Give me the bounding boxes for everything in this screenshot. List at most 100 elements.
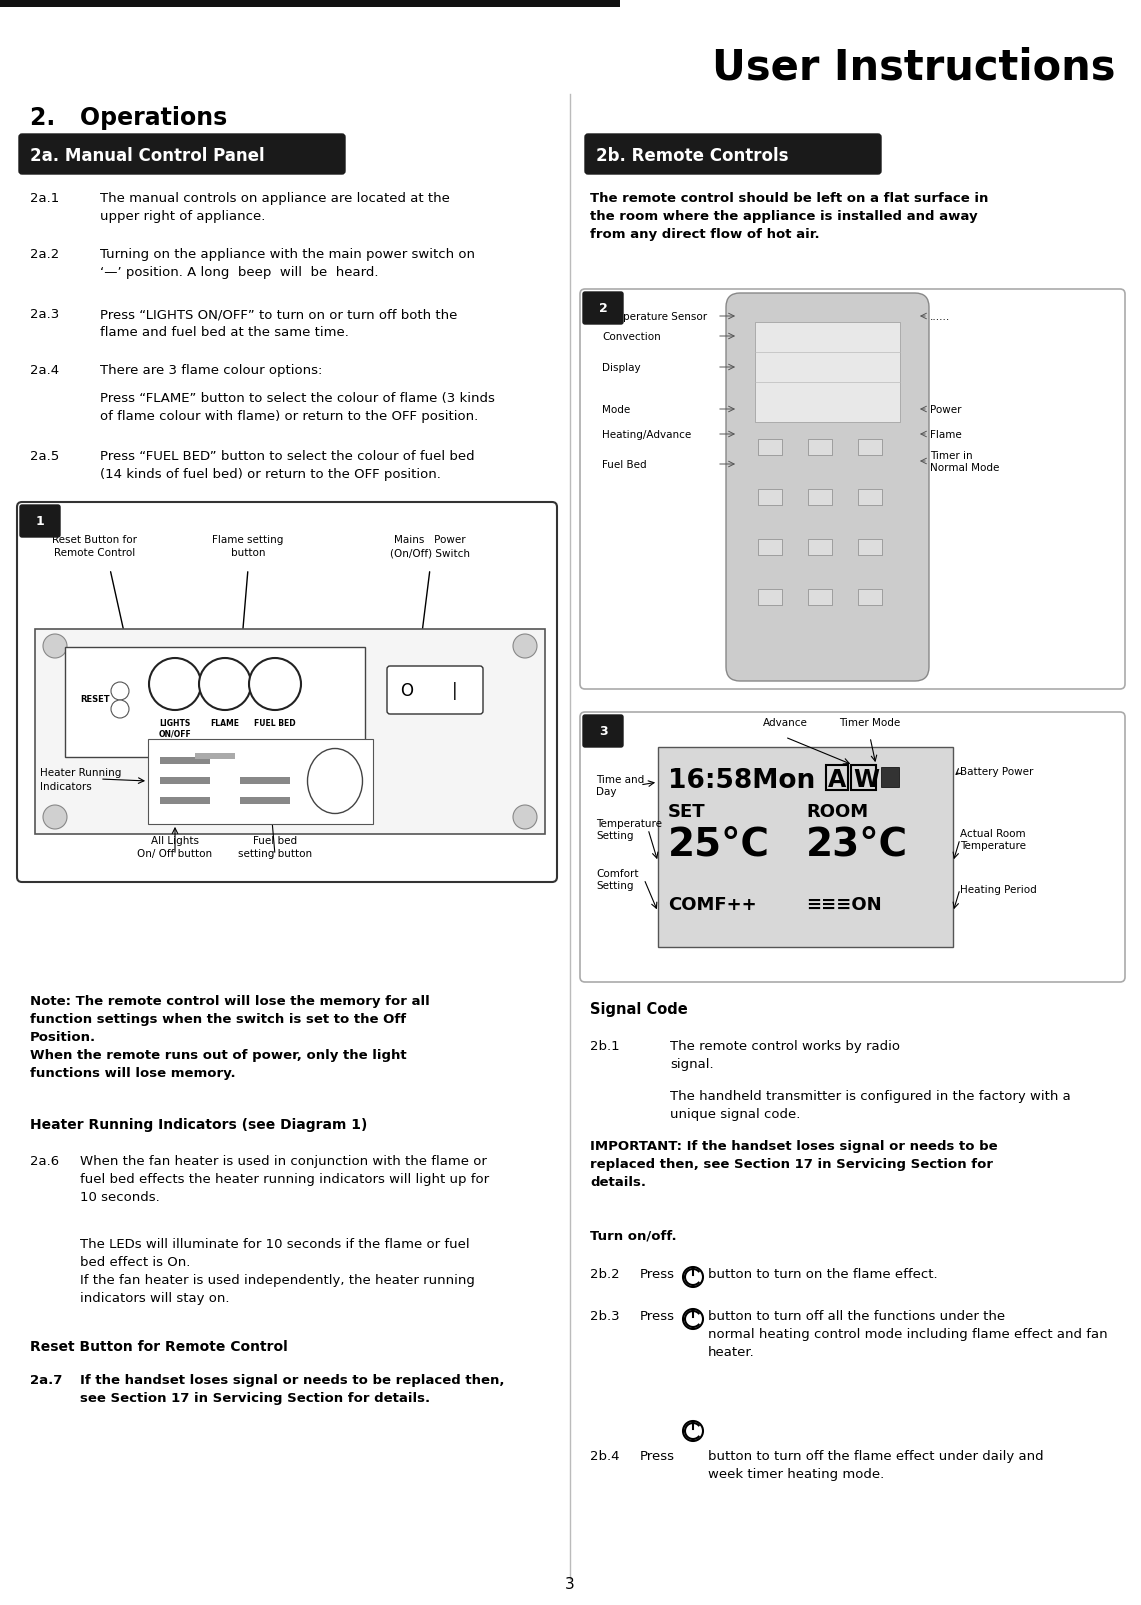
Text: Power: Power (930, 404, 962, 414)
Text: 2a.5: 2a.5 (30, 449, 59, 462)
FancyBboxPatch shape (17, 502, 557, 883)
Bar (195, 753, 235, 759)
Text: COMF++: COMF++ (667, 896, 756, 913)
Circle shape (513, 634, 537, 658)
Bar (148, 740, 373, 825)
Text: Heating/Advance: Heating/Advance (602, 430, 691, 440)
Text: LIGHTS
ON/OFF: LIGHTS ON/OFF (159, 719, 192, 738)
Text: Time and
Day: Time and Day (596, 774, 645, 796)
Text: Actual Room
Temperature: Actual Room Temperature (960, 828, 1026, 851)
Text: FUEL BED: FUEL BED (254, 719, 296, 727)
Circle shape (43, 634, 67, 658)
Text: button to turn off the flame effect under daily and
week timer heating mode.: button to turn off the flame effect unde… (709, 1449, 1044, 1480)
Text: Fuel bed
setting button: Fuel bed setting button (238, 836, 311, 859)
Text: There are 3 flame colour options:: There are 3 flame colour options: (100, 364, 323, 377)
Text: Turn on/off.: Turn on/off. (590, 1229, 677, 1242)
Text: Battery Power: Battery Power (960, 767, 1034, 777)
Circle shape (149, 658, 201, 711)
Text: Fuel Bed: Fuel Bed (602, 459, 647, 470)
Bar (758, 539, 782, 555)
Text: Heater Running
Indicators: Heater Running Indicators (40, 767, 121, 791)
Text: 1: 1 (35, 515, 44, 528)
Text: ......: ...... (930, 311, 950, 321)
Bar (35, 629, 545, 835)
Bar (240, 798, 290, 804)
Text: Advance: Advance (762, 717, 808, 727)
Bar (808, 589, 832, 605)
FancyBboxPatch shape (580, 713, 1125, 982)
Text: |: | (452, 682, 458, 700)
Ellipse shape (308, 750, 363, 814)
Text: Comfort
Setting: Comfort Setting (596, 868, 639, 891)
Circle shape (683, 1268, 703, 1287)
Text: A: A (828, 767, 847, 791)
Text: Display: Display (602, 363, 640, 372)
Bar (851, 766, 876, 791)
Bar (758, 440, 782, 456)
Circle shape (111, 682, 129, 700)
Circle shape (43, 806, 67, 830)
Text: The remote control works by radio
signal.: The remote control works by radio signal… (670, 1040, 900, 1071)
Text: button to turn on the flame effect.: button to turn on the flame effect. (709, 1268, 938, 1281)
Text: O: O (400, 682, 413, 700)
Text: User Instructions: User Instructions (712, 47, 1115, 88)
Text: The handheld transmitter is configured in the factory with a
unique signal code.: The handheld transmitter is configured i… (670, 1090, 1070, 1120)
Text: Flame setting
button: Flame setting button (212, 534, 284, 559)
FancyBboxPatch shape (726, 294, 929, 682)
Text: If the handset loses signal or needs to be replaced then,
see Section 17 in Serv: If the handset loses signal or needs to … (80, 1374, 504, 1404)
Text: Temperature
Setting: Temperature Setting (596, 819, 662, 841)
Text: The remote control should be left on a flat surface in
the room where the applia: The remote control should be left on a f… (590, 193, 988, 241)
Bar (758, 490, 782, 506)
Text: Signal Code: Signal Code (590, 1002, 688, 1016)
FancyBboxPatch shape (583, 292, 623, 324)
Text: Heating Period: Heating Period (960, 884, 1037, 894)
Text: The manual controls on appliance are located at the
upper right of appliance.: The manual controls on appliance are loc… (100, 193, 450, 223)
Bar (858, 490, 882, 506)
Circle shape (513, 806, 537, 830)
Bar (755, 323, 900, 422)
Text: Heater Running Indicators (see Diagram 1): Heater Running Indicators (see Diagram 1… (30, 1117, 367, 1132)
Circle shape (683, 1420, 703, 1441)
Text: Press: Press (640, 1268, 675, 1281)
Text: 2: 2 (599, 302, 607, 315)
Text: 2a.1: 2a.1 (30, 193, 59, 205)
Text: Flame: Flame (930, 430, 962, 440)
Text: Mains   Power
(On/Off) Switch: Mains Power (On/Off) Switch (390, 534, 470, 559)
Text: 2a.4: 2a.4 (30, 364, 59, 377)
FancyBboxPatch shape (580, 291, 1125, 690)
Text: Reset Button for
Remote Control: Reset Button for Remote Control (52, 534, 138, 559)
Text: ROOM: ROOM (806, 802, 868, 820)
Bar (858, 539, 882, 555)
Text: Temperature Sensor: Temperature Sensor (602, 311, 707, 321)
Text: 2.   Operations: 2. Operations (30, 106, 227, 130)
Text: W: W (853, 767, 879, 791)
Circle shape (199, 658, 251, 711)
Text: 3: 3 (599, 725, 607, 738)
Circle shape (111, 700, 129, 719)
Bar (858, 589, 882, 605)
Text: 2a.7: 2a.7 (30, 1374, 63, 1387)
Text: ≡≡≡ON: ≡≡≡ON (806, 896, 882, 913)
Text: 25°C: 25°C (667, 825, 770, 863)
Text: Press: Press (640, 1449, 675, 1462)
Bar (881, 767, 899, 788)
Bar (808, 539, 832, 555)
Text: Note: The remote control will lose the memory for all
function settings when the: Note: The remote control will lose the m… (30, 995, 430, 1079)
FancyBboxPatch shape (585, 135, 881, 175)
FancyBboxPatch shape (21, 506, 60, 538)
Text: 2a. Manual Control Panel: 2a. Manual Control Panel (30, 148, 265, 165)
Bar (658, 748, 953, 947)
Text: Reset Button for Remote Control: Reset Button for Remote Control (30, 1339, 288, 1353)
Text: Press “LIGHTS ON/OFF” to turn on or turn off both the
flame and fuel bed at the : Press “LIGHTS ON/OFF” to turn on or turn… (100, 308, 458, 339)
Text: 16:58Mon: 16:58Mon (667, 767, 816, 793)
FancyBboxPatch shape (387, 666, 483, 714)
Text: 2b. Remote Controls: 2b. Remote Controls (596, 148, 788, 165)
Bar (160, 777, 210, 785)
Bar (160, 758, 210, 764)
Text: 2a.2: 2a.2 (30, 247, 59, 262)
Text: 2b.3: 2b.3 (590, 1310, 620, 1323)
Bar (808, 440, 832, 456)
Bar (0, 0, 620, 8)
Text: All Lights
On/ Off button: All Lights On/ Off button (137, 836, 212, 859)
Text: Mode: Mode (602, 404, 630, 414)
